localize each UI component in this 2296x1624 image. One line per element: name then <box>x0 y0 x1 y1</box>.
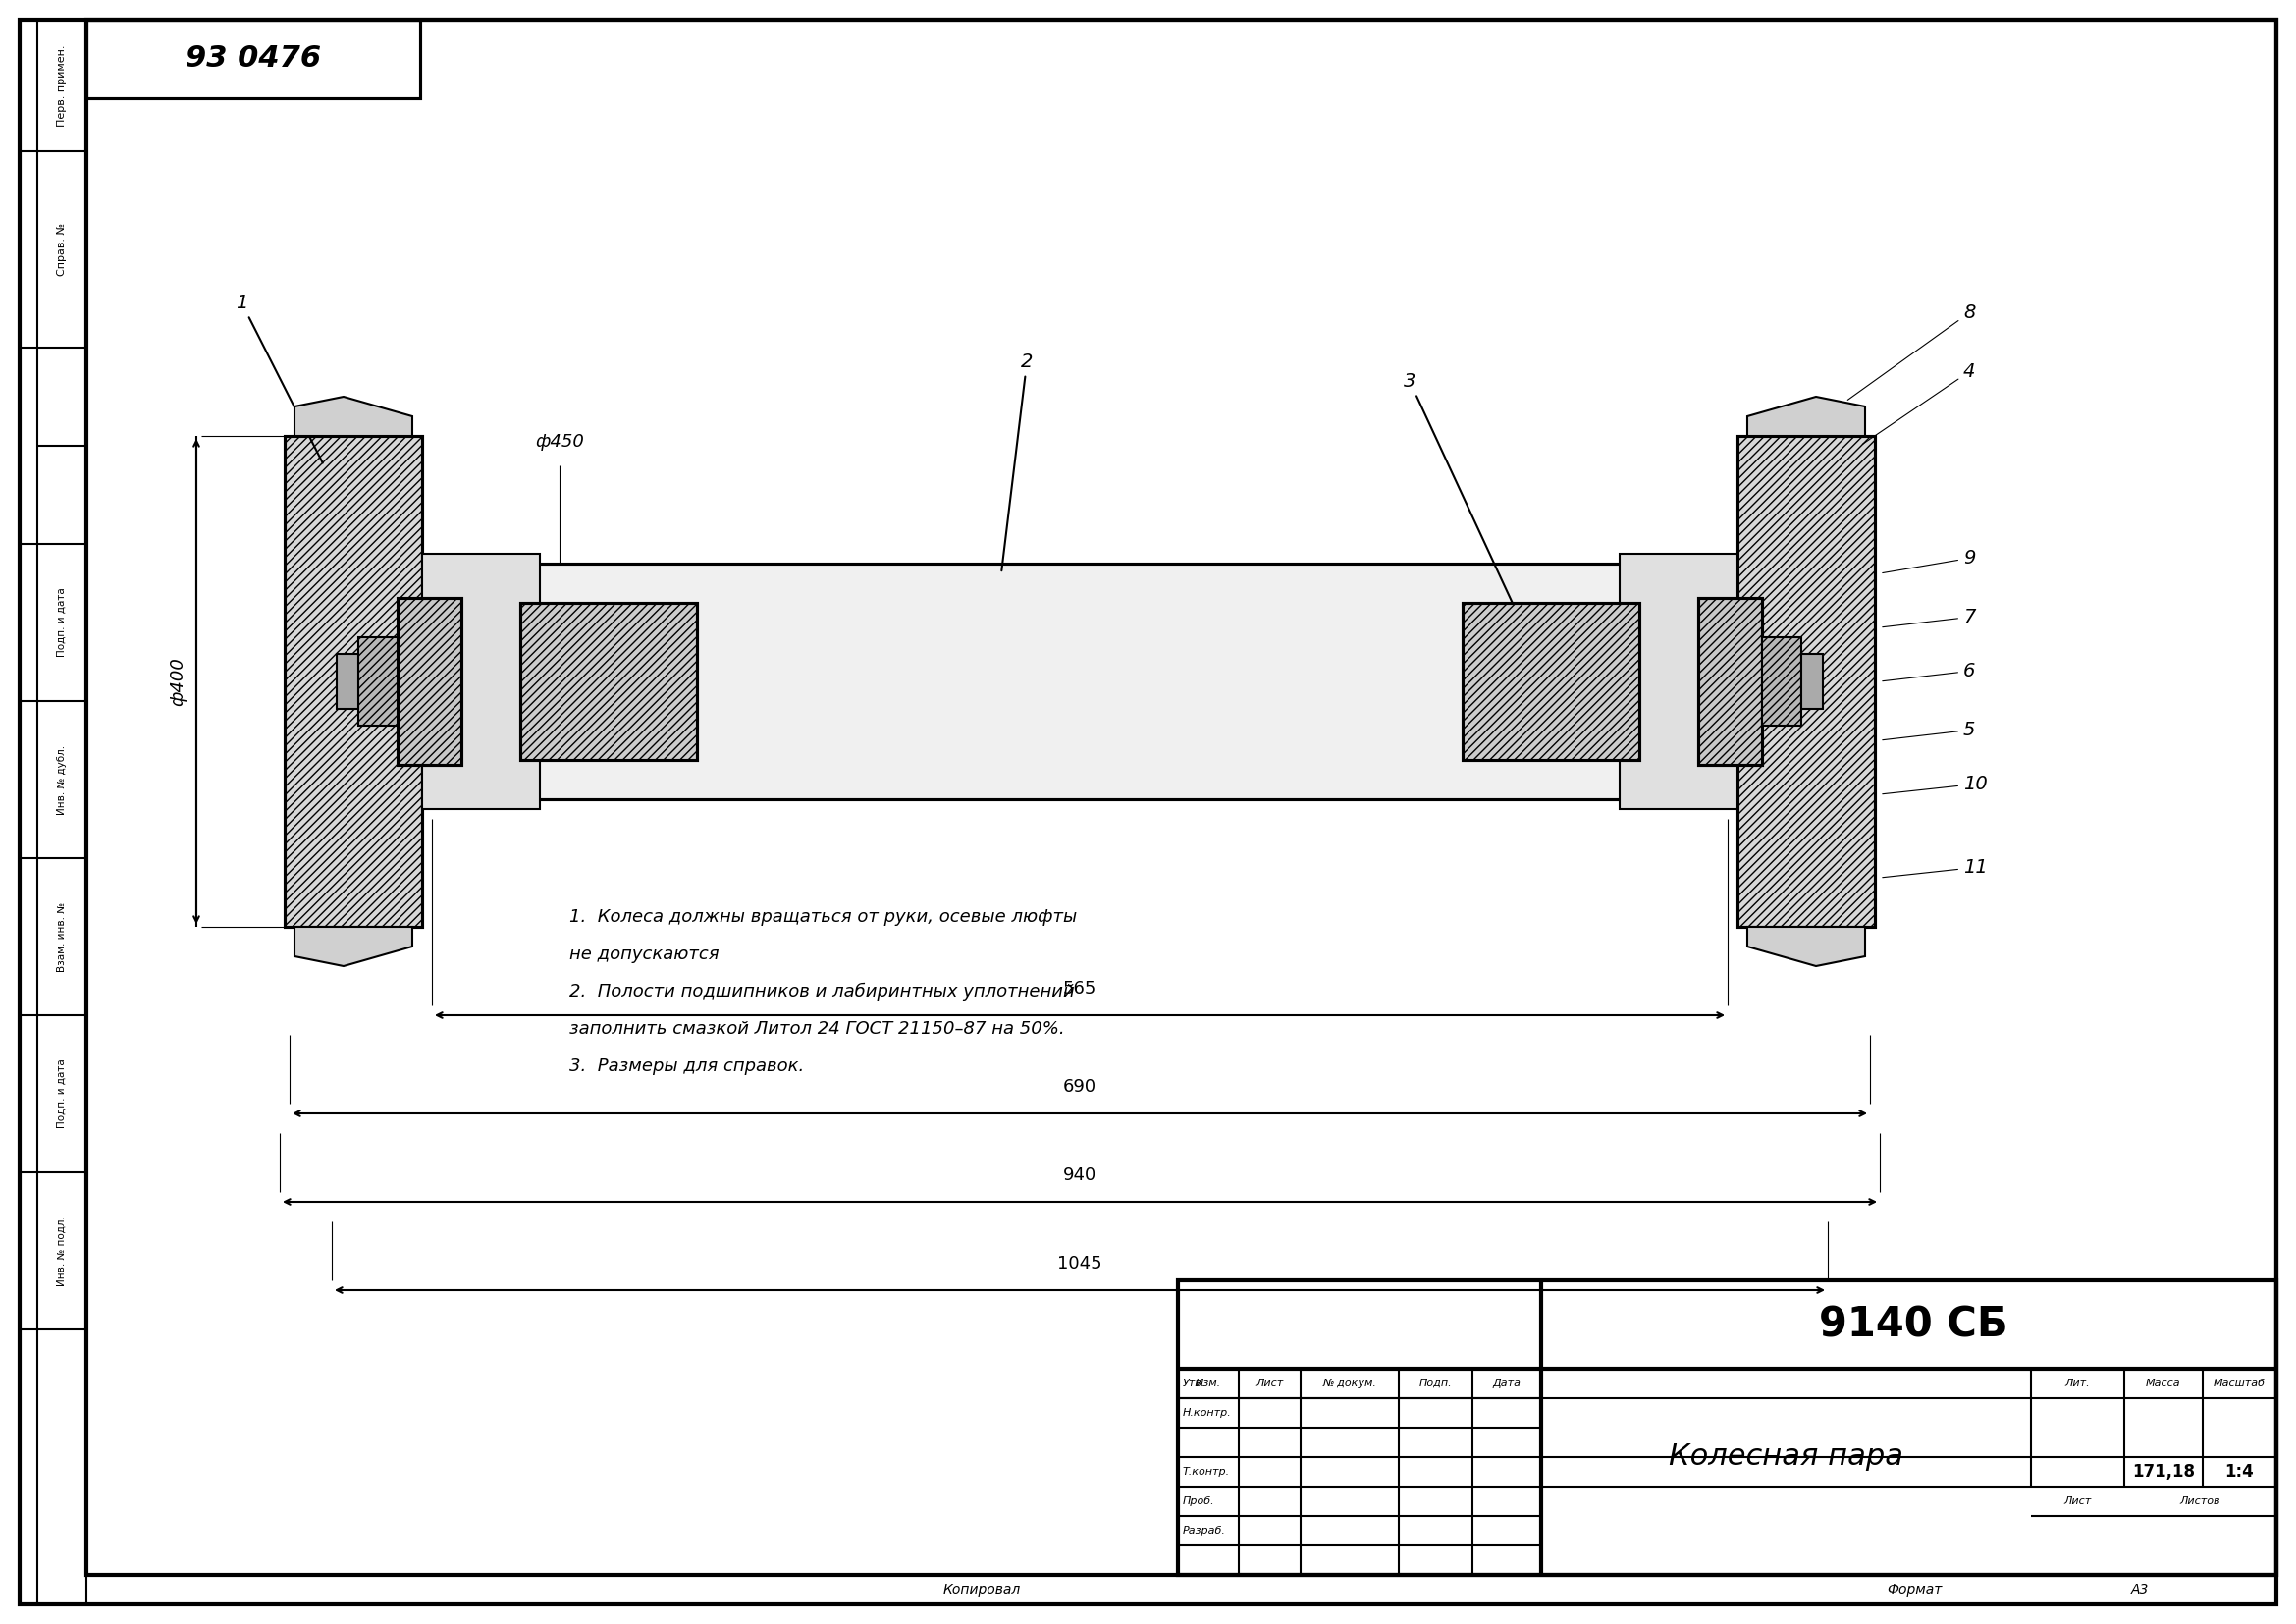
Text: Копировал: Копировал <box>944 1583 1019 1596</box>
Text: 1.  Колеса должны вращаться от руки, осевые люфты: 1. Колеса должны вращаться от руки, осев… <box>569 908 1077 926</box>
Text: 6: 6 <box>1883 661 1975 680</box>
Text: 9: 9 <box>1883 549 1975 573</box>
Text: 3: 3 <box>1403 372 1520 620</box>
Text: 1045: 1045 <box>1058 1255 1102 1273</box>
Bar <box>521 603 698 760</box>
Text: 4: 4 <box>1862 362 1975 445</box>
Text: Масштаб: Масштаб <box>2213 1379 2266 1389</box>
Text: Лист: Лист <box>1256 1379 1283 1389</box>
Text: 9140 СБ: 9140 СБ <box>1818 1304 2009 1345</box>
Text: А3: А3 <box>2131 1583 2149 1596</box>
Bar <box>1802 654 1823 710</box>
Bar <box>87 19 420 97</box>
Bar <box>1738 435 1876 927</box>
Text: 690: 690 <box>1063 1078 1097 1096</box>
Text: Колесная пара: Колесная пара <box>1669 1442 1903 1471</box>
Bar <box>1463 603 1639 760</box>
Text: Дата: Дата <box>1492 1379 1520 1389</box>
Bar <box>422 554 540 809</box>
Text: 93 0476: 93 0476 <box>186 45 321 73</box>
Text: Подп.: Подп. <box>1419 1379 1451 1389</box>
Bar <box>1761 637 1802 726</box>
Bar <box>358 637 397 726</box>
Polygon shape <box>294 396 413 435</box>
Bar <box>285 435 422 927</box>
Bar <box>1699 598 1761 765</box>
Bar <box>1699 598 1761 765</box>
Polygon shape <box>294 927 413 966</box>
Bar <box>285 435 422 927</box>
Text: Т.контр.: Т.контр. <box>1182 1466 1231 1476</box>
Text: 8: 8 <box>1848 304 1975 400</box>
Text: Подп. и дата: Подп. и дата <box>57 588 67 658</box>
Text: 7: 7 <box>1883 607 1975 627</box>
Bar <box>521 603 698 760</box>
Text: Проб.: Проб. <box>1182 1496 1215 1505</box>
Text: ф450: ф450 <box>535 434 583 451</box>
Text: 2.  Полости подшипников и лабиринтных уплотнений: 2. Полости подшипников и лабиринтных упл… <box>569 983 1075 1000</box>
Text: Формат: Формат <box>1887 1583 1942 1596</box>
Text: 5: 5 <box>1883 721 1975 741</box>
Text: 11: 11 <box>1883 857 1988 877</box>
Bar <box>397 598 461 765</box>
Text: Инв. № дубл.: Инв. № дубл. <box>57 745 67 815</box>
Bar <box>338 654 358 710</box>
Bar <box>1619 554 1738 809</box>
Text: Утв.: Утв. <box>1182 1379 1205 1389</box>
Text: заполнить смазкой Литол 24 ГОСТ 21150–87 на 50%.: заполнить смазкой Литол 24 ГОСТ 21150–87… <box>569 1020 1065 1038</box>
Text: Разраб.: Разраб. <box>1182 1527 1226 1536</box>
Bar <box>1761 637 1802 726</box>
Bar <box>1738 435 1876 927</box>
Text: Справ. №: Справ. № <box>57 222 67 276</box>
Text: 940: 940 <box>1063 1166 1097 1184</box>
Bar <box>1463 603 1639 760</box>
Bar <box>397 598 461 765</box>
Bar <box>358 637 397 726</box>
Text: 2: 2 <box>1001 352 1033 570</box>
Text: 10: 10 <box>1883 775 1988 794</box>
Text: Взам. инв. №: Взам. инв. № <box>57 901 67 971</box>
Text: ф400: ф400 <box>170 658 186 706</box>
Text: Лит.: Лит. <box>2064 1379 2089 1389</box>
Polygon shape <box>1747 396 1864 435</box>
Text: Инв. № подл.: Инв. № подл. <box>57 1216 67 1286</box>
Text: 565: 565 <box>1063 979 1097 997</box>
Text: Масса: Масса <box>2147 1379 2181 1389</box>
Polygon shape <box>1747 927 1864 966</box>
Text: № докум.: № докум. <box>1322 1379 1378 1389</box>
Text: Н.контр.: Н.контр. <box>1182 1408 1231 1418</box>
Text: Перв. примен.: Перв. примен. <box>57 44 67 127</box>
Bar <box>480 564 1678 799</box>
Text: Листов: Листов <box>2179 1496 2220 1505</box>
Bar <box>1178 1280 2275 1575</box>
Text: не допускаются: не допускаются <box>569 945 719 963</box>
Text: 171,18: 171,18 <box>2133 1463 2195 1481</box>
Text: Изм.: Изм. <box>1196 1379 1221 1389</box>
Text: 3.  Размеры для справок.: 3. Размеры для справок. <box>569 1057 804 1075</box>
Text: 1:4: 1:4 <box>2225 1463 2255 1481</box>
Text: Подп. и дата: Подп. и дата <box>57 1059 67 1129</box>
Text: 1: 1 <box>236 294 324 463</box>
Text: Лист: Лист <box>2064 1496 2092 1505</box>
